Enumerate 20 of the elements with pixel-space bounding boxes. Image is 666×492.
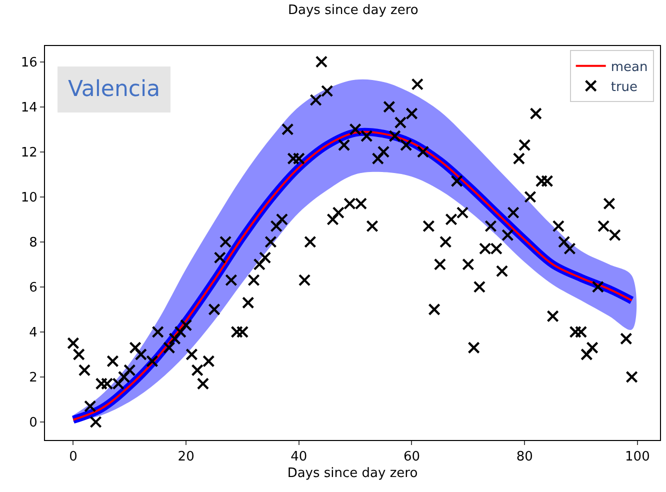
y-tick-label: 10 — [20, 190, 38, 206]
x-tick-label: 20 — [178, 450, 194, 465]
legend-label: mean — [610, 60, 648, 75]
y-tick-label: 2 — [29, 370, 38, 386]
y-tick-label: 0 — [29, 416, 38, 431]
x-tick-label: 60 — [403, 450, 420, 465]
annotation: Valencia — [68, 77, 160, 102]
text: Days since day zero — [288, 3, 418, 18]
x-tick-label: 80 — [516, 450, 533, 465]
y-tick-label: 14 — [20, 100, 38, 116]
y-tick-label: 4 — [29, 325, 38, 340]
x-tick-label: 0 — [69, 450, 78, 465]
x-tick-label: 100 — [625, 450, 650, 465]
y-tick-label: 12 — [20, 145, 38, 160]
x-axis-title: Days since day zero — [287, 466, 418, 482]
y-tick-label: 16 — [20, 55, 38, 70]
y-tick-label: 8 — [29, 235, 38, 250]
y-tick-label: 6 — [29, 280, 38, 296]
x-tick-label: 40 — [290, 450, 308, 465]
legend-label: true — [610, 80, 638, 95]
